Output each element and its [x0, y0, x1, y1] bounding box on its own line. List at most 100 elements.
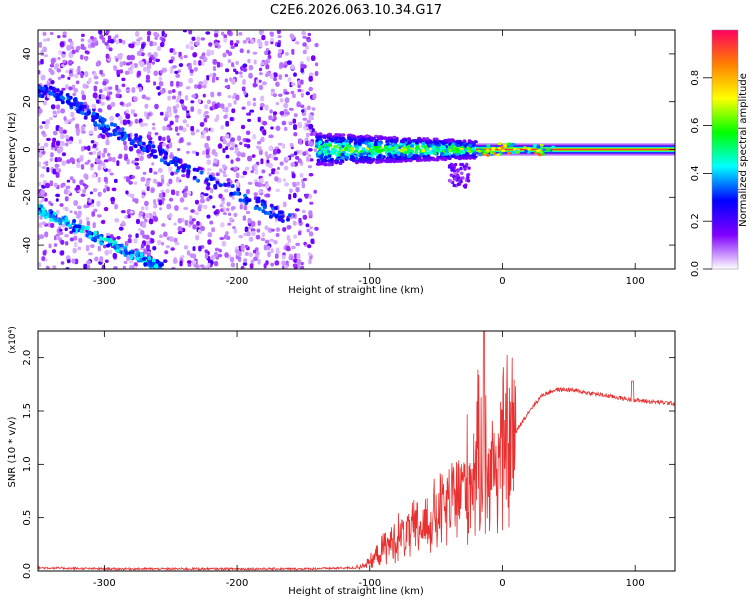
spectrogram-cell — [231, 196, 235, 200]
spectrogram-cell — [227, 222, 232, 226]
spectrogram-cell — [238, 198, 243, 203]
spectrogram-cell — [84, 71, 89, 78]
spectrogram-cell — [52, 265, 57, 269]
spectrogram-cell — [179, 137, 184, 143]
spectrogram-cell — [147, 145, 152, 150]
spectrogram-cell — [222, 212, 227, 216]
spectrogram-cell — [299, 159, 303, 164]
spectrogram-cell — [203, 193, 209, 197]
spectrogram-cell — [282, 201, 287, 208]
spectrogram-cell — [134, 162, 139, 166]
spectrogram-cell — [131, 175, 135, 179]
spectrogram-cell — [296, 101, 301, 108]
spectrogram-cell — [246, 231, 251, 237]
spectrogram-cell — [214, 260, 219, 267]
y-tick-label: 0.0 — [22, 563, 33, 579]
spectrogram-cell — [249, 263, 254, 269]
spectrogram-cell — [260, 158, 264, 165]
spectrogram-cell — [135, 31, 140, 37]
spectrogram-cell — [91, 111, 96, 116]
spectrogram-cell — [107, 104, 112, 111]
spectrogram-cell — [349, 139, 353, 143]
spectrogram-cell — [317, 151, 322, 155]
spectrogram-cell — [340, 156, 345, 160]
spectrogram-cell — [486, 144, 491, 148]
spectrogram-cell — [193, 60, 197, 66]
spectrogram-cell — [148, 218, 154, 225]
spectrogram-cell — [252, 102, 257, 107]
spectrogram-cell — [240, 124, 246, 130]
spectrogram-cell — [242, 198, 247, 203]
snr-series-line — [38, 331, 675, 571]
spectrogram-cell — [125, 177, 131, 183]
spectrogram-cell — [440, 157, 445, 161]
spectrogram-cell — [459, 179, 463, 184]
spectrogram-cell — [45, 119, 50, 125]
spectrogram-cell — [285, 156, 290, 161]
spectrogram-cell — [97, 245, 101, 252]
spectrogram-cell — [244, 251, 249, 256]
spectrogram-cell — [161, 241, 165, 246]
spectrogram-cell — [60, 183, 64, 188]
spectrogram-cell — [241, 247, 245, 253]
spectrogram-cell — [125, 88, 131, 92]
y-tick-label: -20 — [22, 189, 33, 205]
spectrogram-cell — [99, 241, 104, 246]
spectrogram-cell — [536, 145, 541, 149]
spectrogram-cell — [189, 215, 193, 222]
spectrogram-cell — [235, 172, 240, 179]
spectrogram-cell — [166, 214, 170, 219]
spectrogram-cell — [234, 248, 240, 254]
spectrogram-cell — [243, 90, 247, 95]
spectrogram-cell — [291, 48, 295, 55]
spectrogram-cell — [72, 92, 77, 97]
spectrogram-cell — [75, 123, 80, 130]
spectrogram-cell — [118, 226, 124, 231]
spectrogram-cell — [277, 166, 281, 171]
spectrogram-cell — [308, 86, 314, 92]
spectrogram-cell — [144, 96, 150, 100]
spectrogram-cell — [58, 126, 64, 133]
spectrogram-cell — [214, 247, 220, 252]
spectrogram-cell — [295, 155, 300, 160]
spectrogram-cell — [173, 156, 178, 161]
spectrogram-cell — [203, 79, 208, 85]
spectrogram-cell — [168, 197, 174, 202]
spectrogram-cell — [161, 270, 165, 274]
spectrogram-cell — [271, 209, 275, 213]
y-tick-label: 20 — [22, 95, 33, 108]
spectrogram-cell — [85, 204, 90, 208]
spectrogram-cell — [302, 177, 308, 182]
spectrogram-cell — [235, 157, 241, 162]
spectrogram-cell — [60, 108, 65, 114]
spectrogram-cell — [41, 256, 46, 262]
spectrogram-cell — [38, 234, 41, 241]
spectrogram-cell — [76, 108, 81, 113]
spectrogram-cell — [196, 178, 201, 183]
spectrogram-cell — [439, 146, 444, 150]
snr-x-axis: -300 -200 -100 0 100 — [93, 331, 645, 589]
spectrogram-cell — [293, 113, 298, 118]
spectrogram-cell — [59, 203, 64, 207]
spectrogram-cell — [38, 142, 41, 147]
spectrogram-cell — [189, 41, 194, 46]
spectrogram-cell — [73, 200, 79, 206]
spectrogram-cell — [148, 57, 153, 64]
spectrogram-cell — [266, 211, 271, 216]
spectrogram-cell — [236, 181, 240, 187]
spectrogram-cell — [42, 46, 47, 53]
spectrogram-cell — [305, 223, 310, 228]
spectrogram-cell — [150, 238, 155, 244]
spectrogram-cell — [93, 85, 98, 92]
spectrogram-cell — [247, 155, 253, 162]
spectrogram-cell — [315, 138, 320, 143]
spectrogram-cell — [362, 151, 367, 155]
spectrogram-cell — [315, 142, 320, 146]
spectrogram-cell — [173, 237, 178, 243]
spectrogram-cell — [85, 174, 89, 180]
spectrogram-cell — [192, 175, 197, 180]
spectrogram-cell — [428, 143, 433, 147]
spectrogram-cell — [81, 33, 85, 38]
spectrogram-cell — [239, 204, 243, 210]
spectrogram-cell — [101, 264, 106, 269]
